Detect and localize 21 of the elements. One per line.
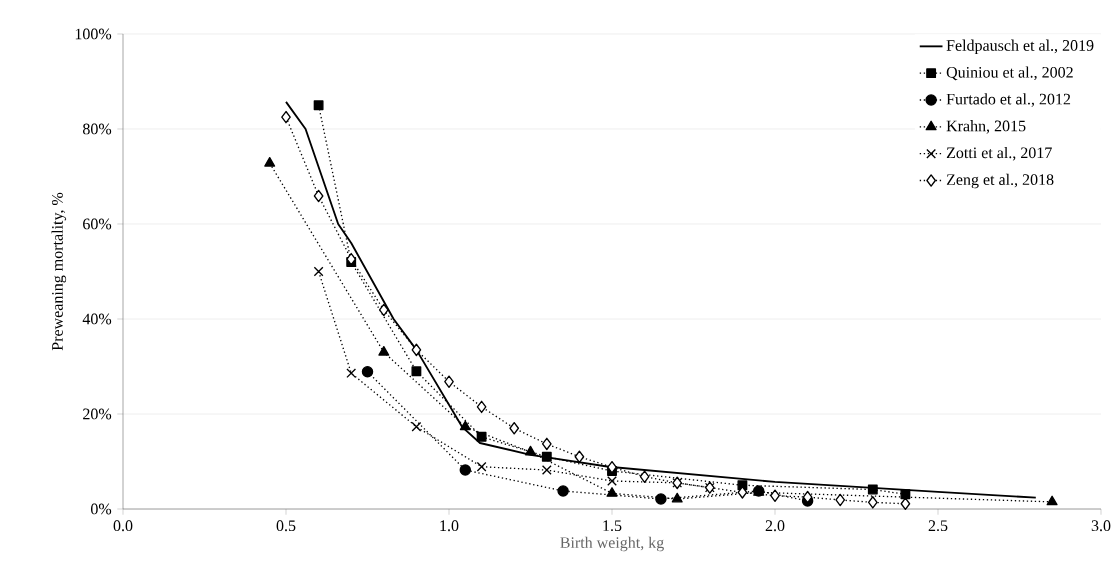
y-tick-label: 20% (83, 408, 112, 420)
y-tick-label: 60% (83, 218, 112, 230)
y-tick-label: 0% (90, 503, 112, 515)
legend-label: Furtado et al., 2012 (946, 93, 1071, 107)
legend-label: Quiniou et al., 2002 (946, 66, 1073, 81)
x-tick-label: 0.5 (276, 520, 296, 532)
x-axis-title: Birth weight, kg (560, 536, 664, 552)
x-tick-label: 1.5 (603, 520, 622, 532)
y-axis-title: Preweaning mortality, % (51, 192, 67, 351)
x-tick-label: 3.0 (1091, 520, 1111, 532)
x-tick-label: 2.5 (928, 520, 948, 532)
x-tick-label: 2.0 (765, 520, 785, 532)
legend-label: Zeng et al., 2018 (946, 173, 1054, 189)
y-tick-label: 100% (75, 28, 112, 40)
y-tick-label: 80% (82, 123, 112, 135)
legend-label: Zotti et al., 2017 (946, 146, 1052, 161)
x-tick-label: 0.0 (113, 520, 133, 532)
legend-label: Feldpausch et al., 2019 (946, 39, 1094, 55)
legend-label: Krahn, 2015 (946, 120, 1026, 134)
y-tick-label: 40% (82, 313, 112, 325)
x-tick-label: 1.0 (440, 520, 459, 532)
